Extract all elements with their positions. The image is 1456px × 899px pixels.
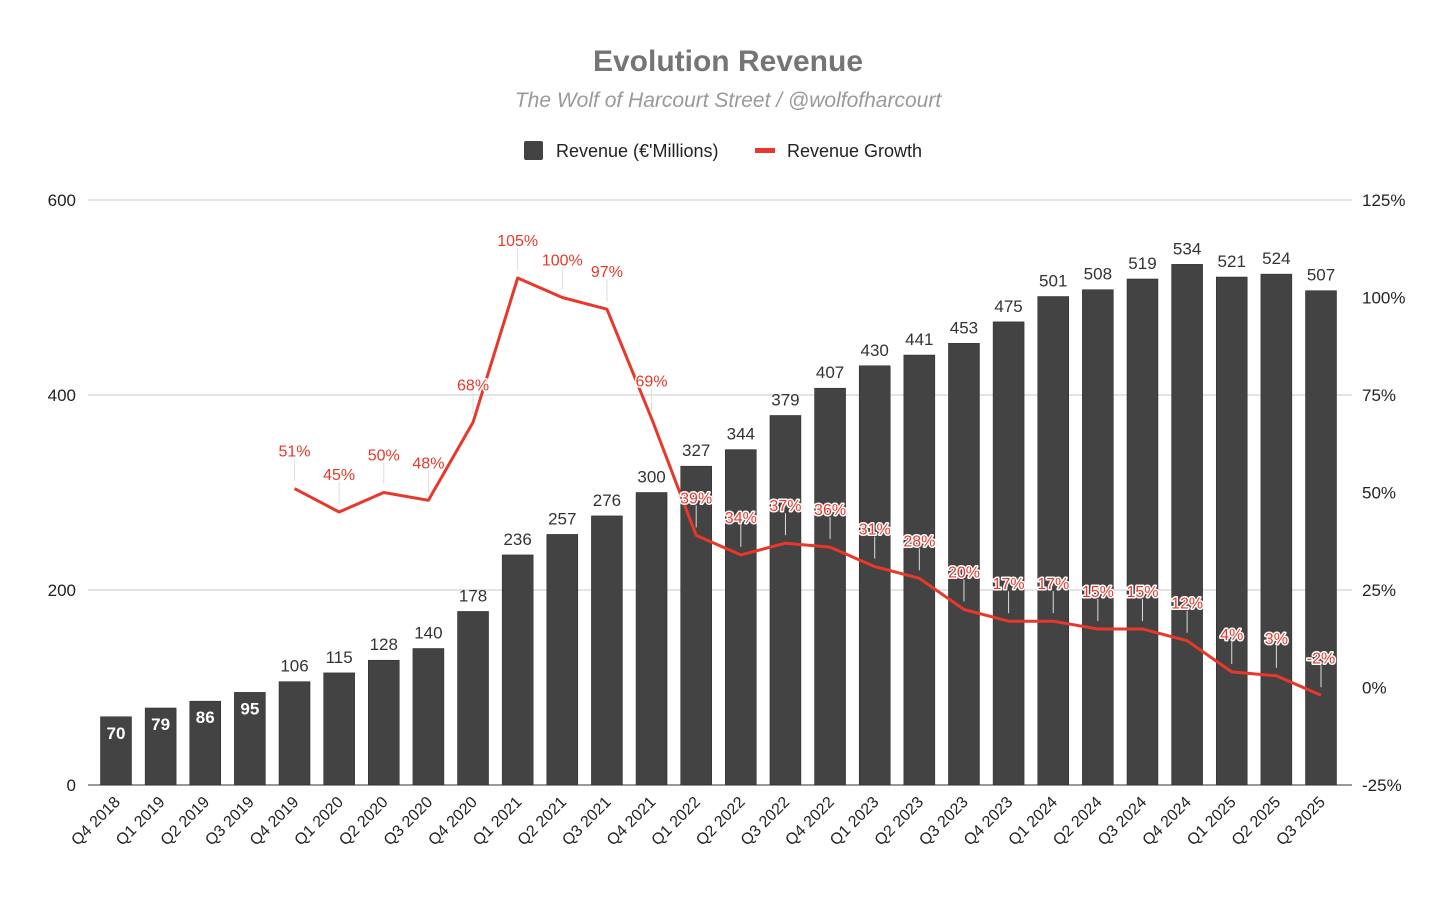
bar-value-label: 140 [414, 624, 442, 643]
bar-value-label: 524 [1262, 249, 1290, 268]
bar-value-label: 501 [1039, 272, 1067, 291]
bar [457, 611, 489, 786]
bar-value-label: 519 [1128, 254, 1156, 273]
growth-value-label: 100% [542, 253, 583, 270]
bar [278, 681, 311, 786]
growth-value-label: 17% [993, 576, 1025, 593]
bar-value-label: 475 [994, 297, 1022, 316]
growth-value-label: -2% [1307, 650, 1335, 667]
growth-value-label: 4% [1220, 627, 1243, 644]
bar-value-label: 453 [950, 318, 978, 337]
bar [546, 534, 579, 786]
growth-value-label: 12% [1171, 596, 1203, 613]
bar-value-label: 430 [861, 341, 889, 360]
bar [591, 515, 623, 786]
bar-value-label: 327 [682, 441, 710, 460]
y-right-tick-label: 25% [1362, 581, 1396, 600]
growth-value-label: 3% [1265, 631, 1288, 648]
bar [368, 659, 400, 786]
bar-value-label: 115 [326, 648, 353, 667]
bar [769, 415, 802, 786]
legend-swatch-growth [755, 148, 775, 153]
growth-value-label: 51% [279, 444, 311, 461]
bar-value-label: 521 [1218, 252, 1246, 271]
bar-value-label: 106 [280, 657, 308, 676]
legend-label-revenue: Revenue (€'Millions) [556, 141, 719, 161]
bar [992, 321, 1025, 786]
bar [948, 343, 980, 786]
bar-value-label: 86 [196, 708, 215, 727]
growth-line [293, 276, 1322, 697]
bar [725, 449, 757, 786]
bar-value-label: 534 [1173, 239, 1201, 258]
growth-value-label: 105% [497, 233, 538, 250]
growth-value-label: 20% [948, 565, 980, 582]
growth-value-label: 97% [591, 264, 623, 281]
growth-value-label: 39% [680, 490, 712, 507]
bar [323, 672, 355, 786]
growth-value-label: 69% [636, 373, 668, 390]
bar-value-label: 79 [151, 715, 170, 734]
legend-label-growth: Revenue Growth [787, 141, 922, 161]
growth-value-label: 31% [859, 522, 891, 539]
bar [1037, 296, 1069, 786]
bar [189, 700, 222, 786]
legend-swatch-revenue [524, 141, 543, 160]
bar [635, 492, 668, 786]
y-right-tick-label: 0% [1362, 679, 1387, 698]
growth-value-label: 15% [1082, 584, 1114, 601]
bar [1171, 264, 1203, 786]
x-tick-label: Q3 2025 [1273, 794, 1328, 849]
chart-subtitle: The Wolf of Harcourt Street / @wolfofhar… [515, 89, 942, 112]
bar-value-label: 379 [771, 390, 799, 409]
growth-value-label: 15% [1126, 584, 1158, 601]
bar-value-label: 95 [240, 699, 259, 718]
growth-value-label: 48% [412, 455, 444, 472]
bar [100, 716, 132, 786]
growth-value-label: 68% [457, 377, 489, 394]
y-left-tick-label: 400 [48, 386, 76, 405]
growth-value-label: 34% [725, 510, 757, 527]
growth-value-label: 17% [1037, 576, 1069, 593]
bar-value-label: 300 [637, 468, 665, 487]
bar-value-label: 236 [503, 530, 531, 549]
bar [412, 648, 445, 786]
bar [144, 707, 177, 786]
bar-value-label: 70 [107, 724, 126, 743]
bar [858, 365, 891, 786]
bar [1260, 273, 1293, 786]
bar [501, 554, 534, 786]
bar-value-label: 441 [905, 330, 933, 349]
growth-value-label: 37% [769, 498, 801, 515]
chart-title: Evolution Revenue [593, 45, 863, 78]
growth-value-label: 36% [814, 502, 846, 519]
bar [814, 387, 846, 786]
growth-value-label: 28% [903, 533, 935, 550]
y-right-tick-label: 75% [1362, 386, 1396, 405]
y-left-tick-label: 0 [67, 776, 76, 795]
y-right-tick-label: -25% [1362, 776, 1402, 795]
bar [1215, 276, 1248, 786]
bar-value-label: 508 [1084, 265, 1112, 284]
bar-value-label: 344 [727, 425, 755, 444]
y-right-tick-label: 125% [1362, 191, 1405, 210]
bar-value-label: 507 [1307, 266, 1335, 285]
bar-value-label: 178 [459, 586, 487, 605]
bar [234, 692, 266, 786]
growth-value-label: 45% [323, 467, 355, 484]
bar-value-label: 276 [593, 491, 621, 510]
y-right-tick-label: 50% [1362, 484, 1396, 503]
growth-value-label: 50% [368, 448, 400, 465]
bar-value-label: 257 [548, 509, 576, 528]
y-left-tick-label: 200 [48, 581, 76, 600]
bar [1126, 278, 1159, 786]
bar [1082, 289, 1114, 786]
bar [1305, 290, 1337, 786]
y-left-tick-label: 600 [48, 191, 76, 210]
y-right-tick-label: 100% [1362, 289, 1405, 308]
bar-value-label: 407 [816, 363, 844, 382]
bar-value-label: 128 [370, 635, 398, 654]
legend: Revenue (€'Millions) Revenue Growth [524, 141, 922, 161]
